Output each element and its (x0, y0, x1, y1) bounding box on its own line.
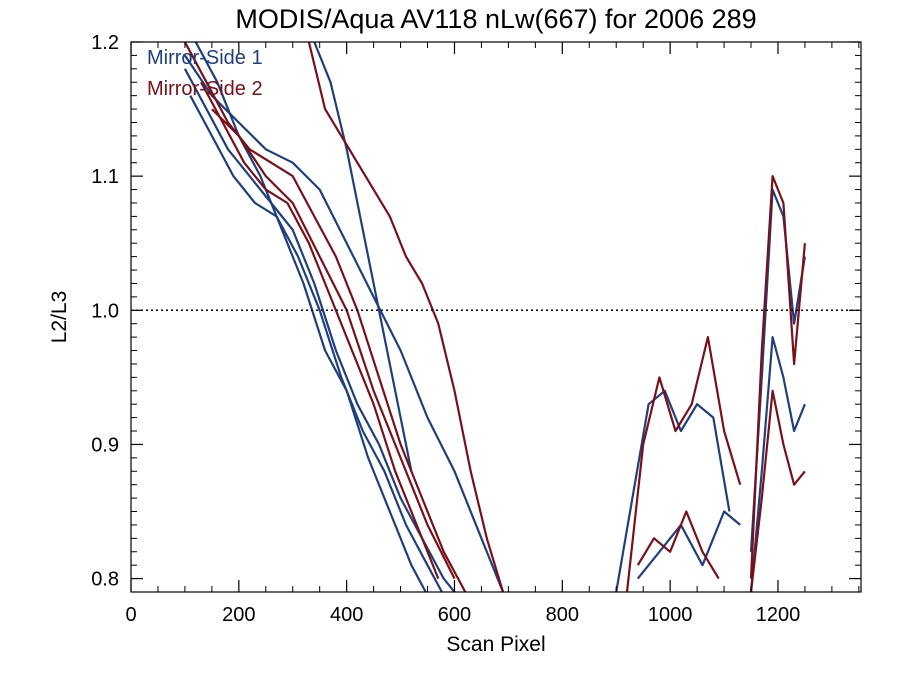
series-2-line-2 (200, 81, 440, 580)
x-tick-label: 200 (222, 604, 255, 626)
series-1-line-9 (749, 336, 806, 592)
y-axis-label: L2/L3 (48, 291, 71, 344)
series-1-line-7 (636, 510, 741, 580)
legend-entry-mirror-side-1: Mirror-Side 1 (147, 47, 263, 69)
series-1-line-5 (313, 42, 413, 472)
series-1-line-1 (183, 68, 456, 592)
ticks-layer: 0 200 400 600 800 1000 1200 0.8 0.9 1.0 1.1 1.2 (91, 32, 861, 626)
x-tick-label: 0 (125, 604, 136, 626)
x-tick-label: 1000 (648, 604, 693, 626)
series-1-line-6 (615, 389, 731, 592)
series-2-line-4 (211, 108, 456, 580)
series-2-line-6 (636, 510, 720, 580)
x-tick-label: 400 (330, 604, 363, 626)
series-2-line-8 (749, 389, 806, 592)
series-layer (183, 42, 806, 592)
series-2-line-3 (307, 42, 505, 592)
plot-frame (130, 41, 862, 593)
x-tick-label: 600 (438, 604, 471, 626)
series-1-line-4 (183, 54, 505, 592)
x-axis-label: Scan Pixel (446, 633, 545, 656)
y-tick-label: 1.1 (91, 166, 119, 188)
x-tick-label: 1200 (756, 604, 801, 626)
legend-entry-mirror-side-2: Mirror-Side 2 (147, 78, 263, 100)
series-2-line-5 (625, 336, 742, 592)
series-1-line-2 (189, 95, 444, 592)
y-tick-label: 1.0 (91, 300, 119, 322)
legend: Mirror-Side 1 Mirror-Side 2 (147, 47, 263, 100)
series-1-line-3 (194, 42, 427, 592)
y-tick-label: 0.8 (91, 569, 119, 591)
y-tick-label: 1.2 (91, 32, 119, 54)
series-2-line-7 (749, 175, 806, 579)
x-tick-label: 800 (546, 604, 579, 626)
y-tick-label: 0.9 (91, 434, 119, 456)
chart-title: MODIS/Aqua AV118 nLw(667) for 2006 289 (235, 4, 756, 34)
